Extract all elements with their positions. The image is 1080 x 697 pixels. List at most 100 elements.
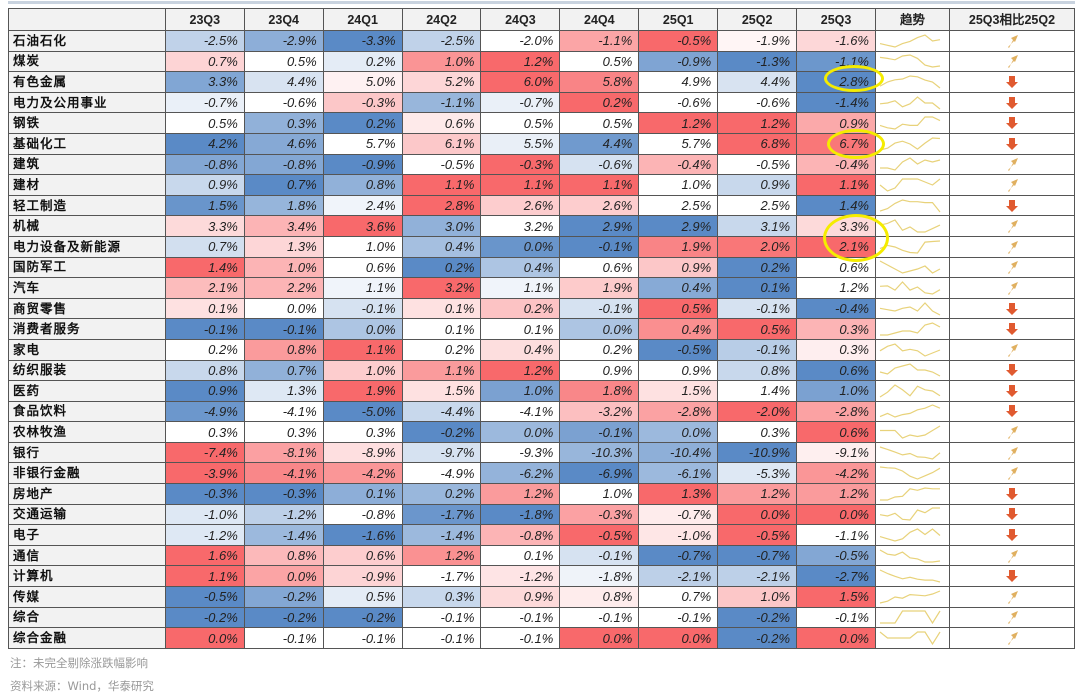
report-figure: 23Q3 23Q4 24Q1 24Q2 24Q3 24Q4 25Q1 25Q2 25Q3 趋势 25… [8, 8, 1076, 694]
value-cell: 3.3% [164, 215, 245, 237]
compare-cell [948, 153, 1076, 176]
sparkline [880, 487, 940, 501]
trend-sparkline-cell [875, 586, 950, 608]
table-row: 计算机 1.1% 0.0% -0.9% -1.7% -1.2% -1.8% -2.1% -2.1… [8, 565, 1076, 588]
compare-cell [948, 565, 1076, 588]
value-cell: -0.4% [638, 153, 719, 176]
value-cell: 0.1% [480, 544, 561, 567]
value-cell: 0.1% [717, 277, 798, 299]
value-cell: 0.0% [480, 235, 561, 258]
value-cell: 3.3% [796, 215, 876, 237]
sparkline-line [879, 281, 941, 295]
value-cell: 1.5% [164, 194, 245, 217]
table-row: 纺织服装 0.8% 0.7% 1.0% 1.1% 1.2% 0.9% 0.9% 0.8% 0.6% [8, 359, 1076, 382]
arrow-down-icon [1005, 487, 1018, 500]
value-cell: -9.1% [796, 441, 876, 464]
header-quarter: 24Q4 [559, 8, 640, 31]
value-cell: -0.6% [559, 153, 640, 176]
value-cell: -6.1% [638, 462, 719, 485]
value-cell: 0.9% [480, 586, 561, 608]
sparkline [879, 116, 941, 130]
value-cell: 0.7% [164, 235, 245, 258]
value-cell: -4.9% [164, 400, 245, 423]
value-cell: 0.9% [559, 359, 640, 382]
value-cell: 3.6% [322, 215, 403, 237]
value-cell: 3.2% [401, 277, 482, 299]
value-cell: -6.9% [559, 462, 640, 485]
value-cell: 0.0% [796, 627, 876, 649]
value-cell: 0.9% [796, 112, 876, 134]
trend-sparkline-cell [875, 256, 950, 279]
sparkline-line [880, 487, 940, 501]
value-cell: -3.9% [164, 462, 245, 485]
value-cell: 1.8% [243, 194, 324, 217]
value-cell: 2.1% [164, 277, 245, 299]
trend-sparkline-cell [875, 215, 950, 237]
value-cell: 1.6% [164, 544, 245, 567]
value-cell: 0.0% [243, 297, 324, 320]
value-cell: -0.1% [401, 606, 482, 629]
value-cell: 5.8% [559, 71, 640, 93]
table-row: 基础化工 4.2% 4.6% 5.7% 6.1% 5.5% 4.4% 5.7% 6.8% 6.7% [8, 132, 1076, 155]
trend-sparkline-cell [875, 400, 950, 423]
industry-label: 家电 [8, 338, 166, 361]
value-cell: 2.0% [717, 235, 798, 258]
value-cell: -1.7% [401, 503, 482, 526]
industry-label: 电子 [8, 524, 166, 546]
trend-sparkline-cell [875, 277, 950, 299]
industry-label: 综合金融 [8, 627, 166, 649]
value-cell: 0.5% [243, 50, 324, 73]
value-cell: 0.0% [164, 627, 245, 649]
trend-sparkline-cell [875, 91, 950, 114]
value-cell: 6.8% [717, 132, 798, 155]
trend-sparkline-cell [875, 606, 950, 629]
value-cell: -10.9% [717, 441, 798, 464]
sparkline [879, 631, 941, 646]
value-cell: 0.2% [480, 297, 561, 320]
value-cell: -0.2% [717, 606, 798, 629]
compare-cell [948, 50, 1076, 73]
sparkline [879, 137, 941, 151]
value-cell: -0.1% [480, 606, 561, 629]
table-row: 交通运输 -1.0% -1.2% -0.8% -1.7% -1.8% -0.3% -0.7% 0… [8, 503, 1076, 526]
value-cell: 0.8% [559, 586, 640, 608]
value-cell: 0.5% [717, 318, 798, 340]
value-cell: -4.1% [480, 400, 561, 423]
value-cell: -1.2% [480, 565, 561, 588]
value-cell: 0.3% [796, 338, 876, 361]
value-cell: -1.3% [717, 50, 798, 73]
value-cell: 0.9% [164, 380, 245, 402]
value-cell: 1.8% [559, 380, 640, 402]
industry-label: 非银行金融 [8, 462, 166, 485]
sparkline [879, 198, 941, 212]
value-cell: 1.1% [480, 174, 561, 196]
table-row: 银行 -7.4% -8.1% -8.9% -9.7% -9.3% -10.3% -10.4% -… [8, 441, 1076, 464]
value-cell: 0.5% [559, 112, 640, 134]
value-cell: 0.2% [164, 338, 245, 361]
sparkline [879, 281, 941, 295]
industry-label: 农林牧渔 [8, 421, 166, 443]
trend-sparkline-cell [875, 338, 950, 361]
value-cell: 2.5% [717, 194, 798, 217]
sparkline-line [879, 178, 941, 192]
arrow-down-icon [1005, 323, 1018, 336]
compare-cell [948, 400, 1076, 423]
value-cell: -0.1% [243, 627, 324, 649]
sparkline-line [879, 404, 941, 419]
value-cell: -4.1% [243, 462, 324, 485]
arrow-up-right-icon [1007, 467, 1018, 481]
value-cell: 0.3% [164, 421, 245, 443]
sparkline-line [879, 75, 941, 89]
sparkline [879, 363, 941, 377]
value-cell: -1.0% [164, 503, 245, 526]
industry-label: 煤炭 [8, 50, 166, 73]
value-cell: 0.2% [322, 112, 403, 134]
value-cell: -4.2% [796, 462, 876, 485]
value-cell: -1.7% [401, 565, 482, 588]
value-cell: -8.1% [243, 441, 324, 464]
value-cell: -0.3% [164, 483, 245, 505]
value-cell: -2.5% [164, 30, 245, 52]
sparkline [879, 95, 941, 110]
value-cell: -1.0% [638, 524, 719, 546]
value-cell: 0.0% [559, 627, 640, 649]
